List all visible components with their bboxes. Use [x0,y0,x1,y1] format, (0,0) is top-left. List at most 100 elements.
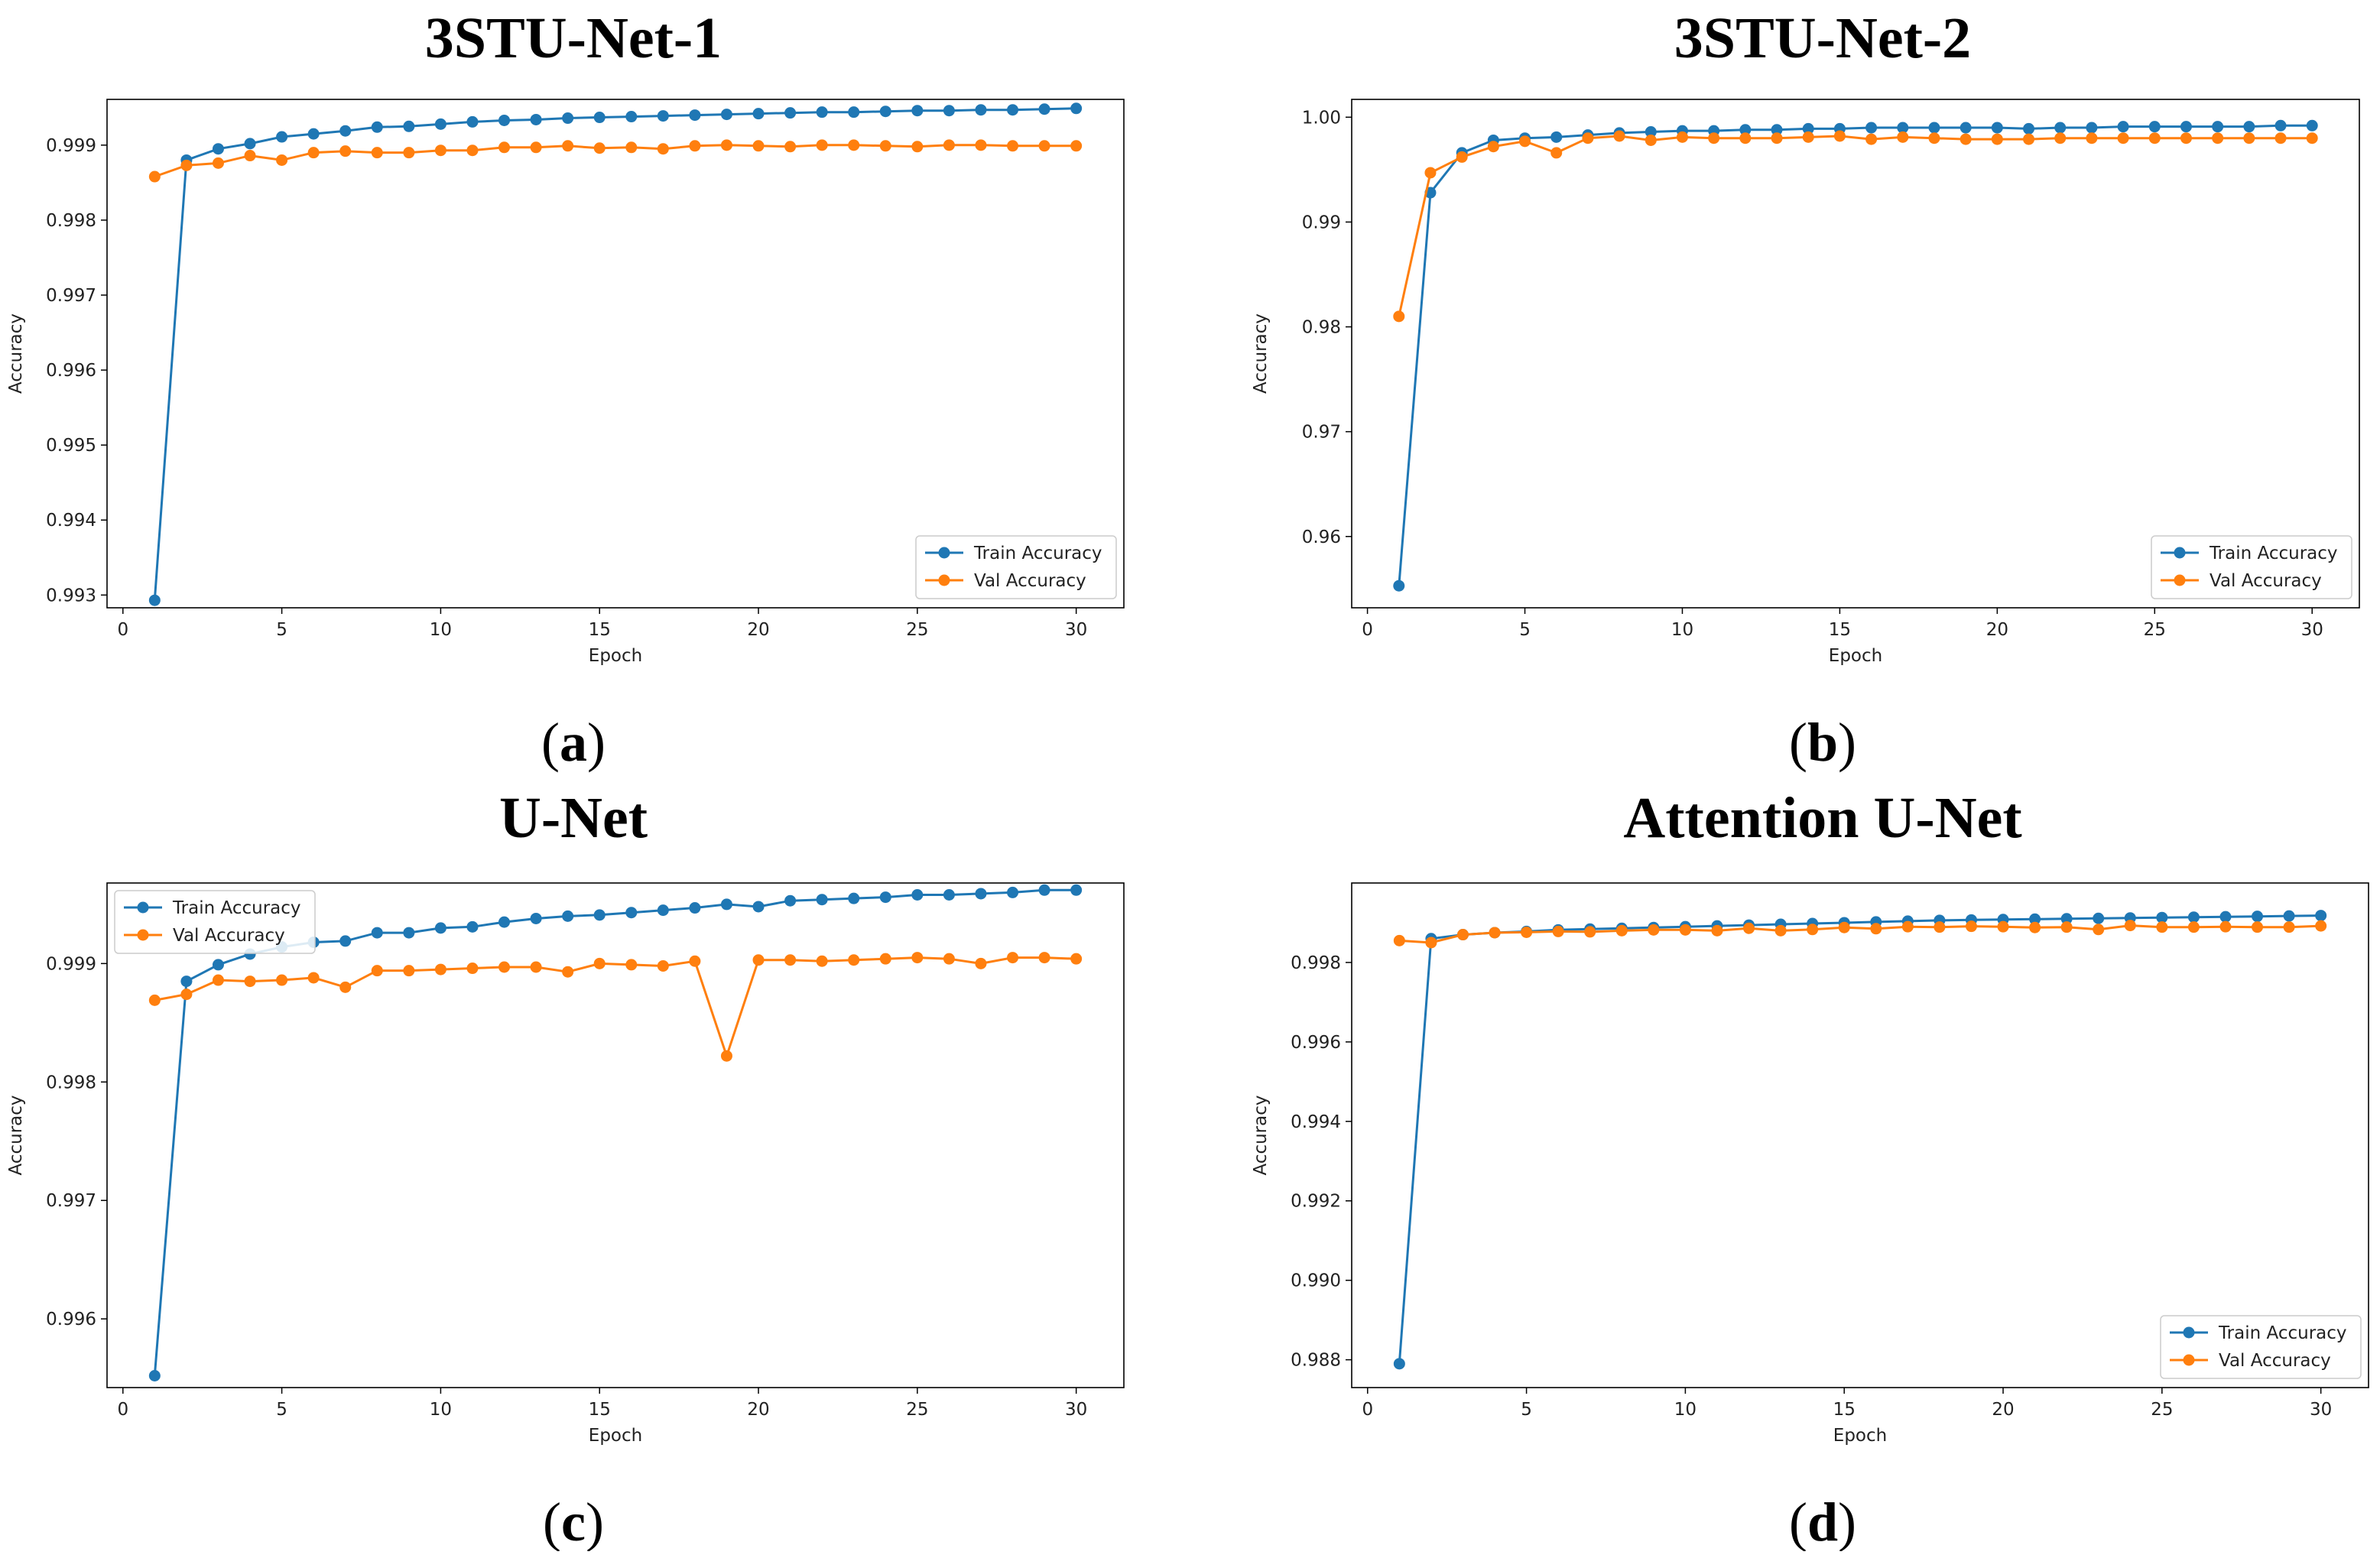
x-tick-label: 10 [1674,1400,1697,1420]
data-point-val-accuracy [1676,131,1688,143]
data-point-train-accuracy [371,927,383,939]
y-tick-label: 0.998 [46,1073,96,1092]
data-point-train-accuracy [371,121,383,133]
data-point-train-accuracy [1739,124,1752,136]
data-point-train-accuracy [1771,124,1783,136]
data-point-val-accuracy [1456,151,1468,163]
data-point-train-accuracy [2054,122,2067,134]
y-tick-label: 0.999 [46,954,96,974]
data-point-train-accuracy [2060,913,2073,925]
data-point-train-accuracy [879,106,891,118]
data-point-val-accuracy [1645,134,1657,146]
data-point-train-accuracy [1070,102,1083,115]
data-point-train-accuracy [2029,913,2041,925]
axes-frame [1351,882,2369,1388]
data-point-train-accuracy [403,120,415,132]
data-point-val-accuracy [1771,132,1783,144]
series-line-train-accuracy [1398,914,2321,1364]
x-tick-label: 0 [1362,620,1373,640]
series-line-val-accuracy [154,956,1076,1060]
legend-marker-val-accuracy [938,574,950,586]
y-tick-label: 0.96 [1302,528,1341,547]
data-point-val-accuracy [1552,925,1564,937]
series-line-train-accuracy [153,888,1076,1376]
data-point-train-accuracy [466,115,479,128]
data-point-train-accuracy [689,109,701,122]
x-tick-label: 30 [1065,620,1087,640]
caption-close-paren: ) [1838,712,1856,773]
data-point-val-accuracy [1615,924,1628,937]
x-axis-label: Epoch [1829,646,1882,666]
chart-panel-b: 3STU-Net-2 (b) 0 5 10 15 20 25 30 0.96 0.97 0.98 0.9… [1251,6,2360,773]
legend: Train Accuracy Val Accuracy [2160,1315,2362,1379]
data-point-train-accuracy [2315,910,2327,922]
data-point-val-accuracy [784,954,797,966]
data-point-val-accuracy [307,972,320,984]
data-point-val-accuracy [530,141,542,154]
subfigure-caption: (b) [1789,712,1856,773]
x-tick-label: 20 [1992,1400,2014,1420]
data-point-train-accuracy [1991,122,2003,134]
y-tick-label: 0.990 [1291,1271,1341,1291]
data-point-val-accuracy [371,965,383,977]
data-point-val-accuracy [1007,140,1019,152]
y-tick-label: 0.97 [1302,423,1341,443]
data-point-val-accuracy [530,961,542,973]
data-point-val-accuracy [2283,921,2295,933]
data-point-val-accuracy [1807,924,1819,936]
legend-label-train-accuracy: Train Accuracy [2209,544,2338,563]
y-tick-label: 0.999 [46,136,96,156]
data-point-train-accuracy [2283,910,2295,922]
legend-label-val-accuracy: Val Accuracy [173,926,285,946]
data-point-val-accuracy [403,147,415,159]
legend-label-train-accuracy: Train Accuracy [172,898,301,918]
data-point-train-accuracy [2212,121,2224,133]
data-point-val-accuracy [1997,920,2009,933]
x-tick-label: 5 [276,620,287,640]
x-tick-label: 30 [2310,1400,2332,1420]
y-tick-label: 0.996 [46,1310,96,1329]
data-point-train-accuracy [911,888,924,901]
data-point-train-accuracy [657,904,669,917]
axes-frame [106,99,1125,609]
data-point-train-accuracy [1393,1358,1405,1370]
data-point-train-accuracy [689,902,701,914]
data-point-train-accuracy [943,105,955,117]
data-point-val-accuracy [1489,927,1501,939]
x-tick-label: 25 [2144,620,2166,640]
data-point-train-accuracy [1038,884,1050,896]
data-point-train-accuracy [848,892,860,904]
data-point-val-accuracy [593,142,606,154]
axes-frame [106,882,1125,1388]
data-point-train-accuracy [2219,911,2232,923]
data-point-train-accuracy [1007,886,1019,898]
series-line-val-accuracy [1398,135,2313,317]
x-tick-label: 5 [1521,1400,1532,1420]
data-point-val-accuracy [498,961,511,973]
data-point-train-accuracy [816,894,828,906]
caption-letter: b [1807,712,1838,773]
data-point-train-accuracy [2243,121,2255,133]
data-point-val-accuracy [1648,924,1660,936]
data-point-train-accuracy [1007,104,1019,116]
data-point-val-accuracy [2306,132,2318,144]
data-point-train-accuracy [2180,121,2192,133]
caption-letter: a [560,712,587,773]
data-point-train-accuracy [816,106,828,118]
axes-frame [1351,99,2360,609]
data-point-train-accuracy [2187,911,2200,924]
legend: Train Accuracy Val Accuracy [2151,535,2352,599]
data-point-train-accuracy [1645,126,1657,138]
data-point-val-accuracy [1743,922,1755,934]
data-point-val-accuracy [1584,926,1596,938]
data-point-val-accuracy [2054,132,2067,144]
legend-label-train-accuracy: Train Accuracy [2218,1323,2347,1343]
data-point-val-accuracy [2148,132,2161,144]
data-point-train-accuracy [434,118,446,130]
data-point-train-accuracy [2252,911,2264,923]
data-point-train-accuracy [625,907,638,919]
data-point-val-accuracy [1901,920,1914,933]
data-point-train-accuracy [784,894,797,907]
data-point-train-accuracy [911,105,924,117]
data-point-val-accuracy [371,147,383,159]
